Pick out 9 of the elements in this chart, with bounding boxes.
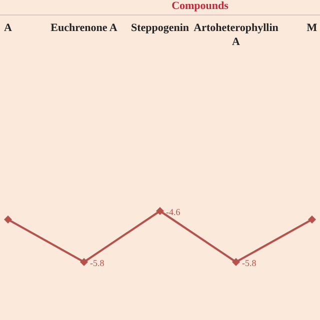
data-label: -5.8 — [242, 258, 257, 268]
x-tick-label: A — [4, 22, 12, 34]
x-tick-label: Artoheterophyllin A — [194, 22, 278, 48]
x-tick-label: Euchrenone A — [50, 22, 118, 34]
x-axis-title: Compounds — [170, 0, 230, 12]
x-tick-label: M — [306, 22, 318, 34]
x-tick-label: Steppogenin — [130, 22, 190, 34]
data-label: -5.8 — [90, 258, 105, 268]
data-label: -4.6 — [166, 207, 181, 217]
